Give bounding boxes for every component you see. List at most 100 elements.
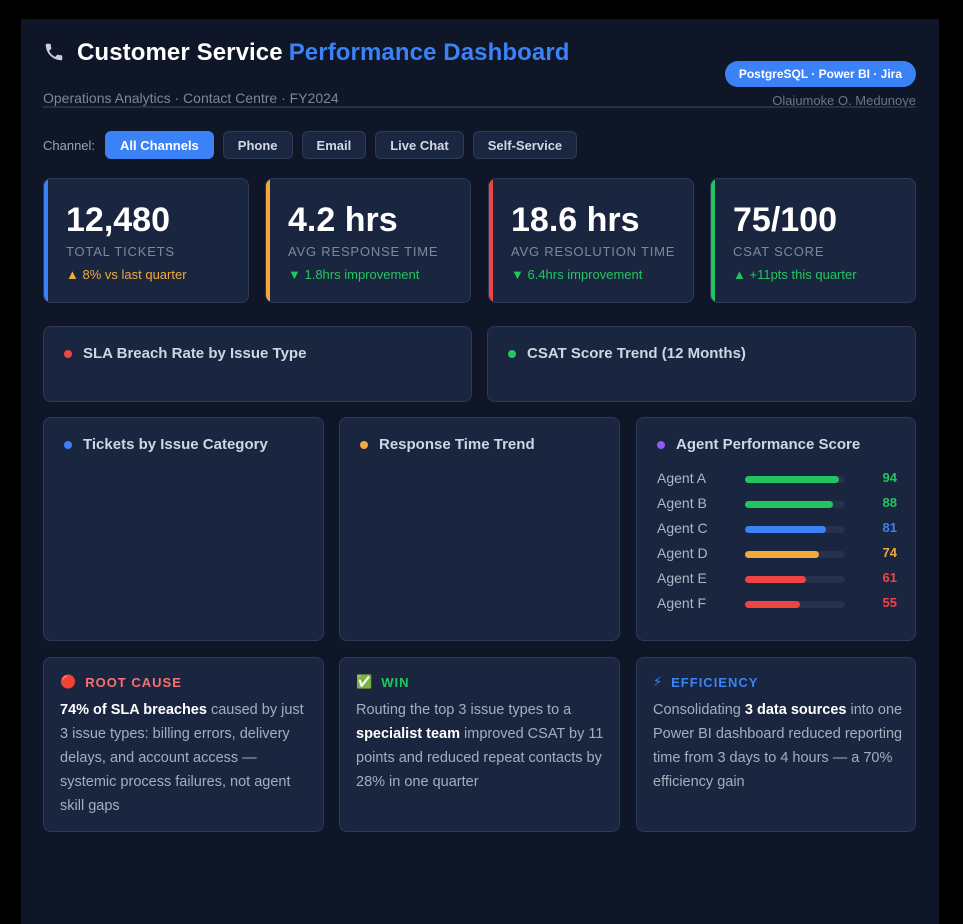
csat-trend-panel-title: CSAT Score Trend (12 Months) (508, 345, 746, 362)
kpi-label: AVG RESPONSE TIME (288, 244, 439, 259)
panel-title-text: Response Time Trend (379, 436, 535, 453)
channel-filter: Channel: All Channels Phone Email Live C… (43, 131, 586, 159)
kpi-value: 12,480 (66, 201, 170, 239)
agent-row: Agent B 88 (657, 495, 897, 520)
lightning-icon: ⚡ (653, 674, 664, 689)
response-panel-title: Response Time Trend (360, 436, 535, 453)
agent-name: Agent B (657, 495, 707, 511)
insight-efficiency: ⚡ EFFICIENCY Consolidating 3 data source… (636, 657, 916, 832)
agent-score-bar (745, 476, 839, 483)
insight-text: into one Power BI dashboard reduced repo… (653, 702, 903, 790)
kpi-accent-bar (44, 179, 48, 302)
kpi-delta: ▼ 6.4hrs improvement (511, 267, 643, 282)
agent-name: Agent A (657, 470, 707, 486)
response-time-trend-panel: Response Time Trend (339, 417, 620, 641)
kpi-accent-bar (266, 179, 270, 302)
agent-score-bar (745, 501, 833, 508)
kpi-delta: ▲ +11pts this quarter (733, 267, 857, 282)
kpi-csat-score: 75/100 CSAT SCORE ▲ +11pts this quarter (710, 178, 916, 303)
agent-score-value: 94 (882, 470, 897, 485)
insight-body: Routing the top 3 issue types to a speci… (356, 698, 608, 794)
agent-score-value: 88 (882, 495, 897, 510)
agent-score-list: Agent A 94 Agent B 88 Agent C 81 Agent D 74 Agen… (657, 470, 897, 620)
panel-title-text: Tickets by Issue Category (83, 436, 268, 453)
insight-highlight: 3 data sources (744, 702, 847, 718)
kpi-label: TOTAL TICKETS (66, 244, 175, 259)
page-title-accent: Performance Dashboard (288, 39, 570, 66)
blue-dot-icon (64, 440, 72, 449)
agent-score-bar (745, 551, 819, 558)
page-title: Customer Service Performance Dashboard (77, 39, 570, 67)
agent-performance-panel: Agent Performance Score Agent A 94 Agent B… (636, 417, 916, 641)
agent-row: Agent E 61 (657, 570, 897, 595)
insight-title: ROOT CAUSE (85, 674, 182, 690)
tech-stack-badge: PostgreSQL · Power BI · Jira (724, 61, 916, 87)
agent-name: Agent D (657, 545, 708, 561)
page-subtitle: Operations Analytics · Contact Centre · … (43, 90, 339, 106)
insight-title: WIN (381, 674, 410, 690)
header-divider (43, 106, 916, 108)
agent-panel-title: Agent Performance Score (657, 436, 860, 453)
insight-body: 74% of SLA breaches caused by just 3 iss… (60, 698, 312, 818)
dashboard-frame: Customer Service Performance Dashboard Op… (21, 19, 939, 924)
insight-text: Routing the top 3 issue types to a (356, 702, 572, 718)
tickets-by-category-panel: Tickets by Issue Category (43, 417, 324, 641)
agent-name: Agent F (657, 595, 707, 611)
agent-score-track (745, 601, 845, 608)
panel-title-text: CSAT Score Trend (12 Months) (527, 345, 746, 362)
insight-text: Consolidating (653, 702, 745, 718)
kpi-avg-resolution-time: 18.6 hrs AVG RESOLUTION TIME ▼ 6.4hrs im… (488, 178, 694, 303)
insight-text: caused by just 3 issue types: billing er… (60, 702, 304, 814)
page-title-main: Customer Service (77, 39, 283, 66)
filter-live-chat[interactable]: Live Chat (375, 131, 464, 159)
kpi-accent-bar (711, 179, 715, 302)
channel-filter-label: Channel: (43, 137, 96, 153)
filter-email[interactable]: Email (301, 131, 367, 159)
agent-score-bar (745, 526, 826, 533)
agent-score-bar (745, 576, 806, 583)
tickets-panel-title: Tickets by Issue Category (64, 436, 268, 453)
red-dot-icon (64, 349, 72, 358)
insight-root-cause: 🔴 ROOT CAUSE 74% of SLA breaches caused … (43, 657, 324, 832)
agent-score-track (745, 526, 845, 533)
insight-win: ✅ WIN Routing the top 3 issue types to a… (339, 657, 620, 832)
filter-all-channels[interactable]: All Channels (105, 131, 214, 159)
kpi-delta: ▼ 1.8hrs improvement (288, 267, 420, 282)
agent-score-track (745, 551, 845, 558)
insight-heading: ✅ WIN (356, 674, 409, 690)
agent-score-value: 74 (882, 545, 897, 560)
sla-breach-panel-title: SLA Breach Rate by Issue Type (64, 345, 306, 362)
agent-row: Agent F 55 (657, 595, 897, 620)
insight-heading: ⚡ EFFICIENCY (653, 674, 758, 690)
panel-title-text: SLA Breach Rate by Issue Type (83, 345, 307, 362)
kpi-value: 18.6 hrs (511, 201, 640, 239)
insight-text: improved CSAT by 11 points and reduced r… (356, 726, 604, 790)
kpi-avg-response-time: 4.2 hrs AVG RESPONSE TIME ▼ 1.8hrs impro… (265, 178, 471, 303)
kpi-label: CSAT SCORE (733, 244, 825, 259)
insight-highlight: specialist team (356, 726, 460, 742)
insight-body: Consolidating 3 data sources into one Po… (653, 698, 905, 794)
agent-score-track (745, 476, 845, 483)
filter-self-service[interactable]: Self-Service (472, 131, 578, 159)
agent-score-bar (745, 601, 800, 608)
phone-icon (43, 41, 69, 65)
panel-title-text: Agent Performance Score (676, 436, 861, 453)
kpi-accent-bar (489, 179, 493, 302)
sla-breach-panel: SLA Breach Rate by Issue Type (43, 326, 472, 402)
kpi-value: 4.2 hrs (288, 201, 398, 239)
kpi-value: 75/100 (733, 201, 837, 239)
filter-phone[interactable]: Phone (222, 131, 293, 159)
agent-score-value: 55 (882, 595, 897, 610)
agent-score-track (745, 501, 845, 508)
header: Customer Service Performance Dashboard Op… (43, 39, 916, 108)
csat-trend-panel: CSAT Score Trend (12 Months) (487, 326, 916, 402)
title-row: Customer Service Performance Dashboard (43, 39, 916, 67)
kpi-total-tickets: 12,480 TOTAL TICKETS ▲ 8% vs last quarte… (43, 178, 249, 303)
agent-score-track (745, 576, 845, 583)
agent-score-value: 61 (882, 570, 897, 585)
orange-dot-icon (360, 440, 368, 449)
kpi-label: AVG RESOLUTION TIME (511, 244, 676, 259)
green-dot-icon (508, 349, 516, 358)
insight-title: EFFICIENCY (671, 674, 759, 690)
purple-dot-icon (657, 440, 665, 449)
